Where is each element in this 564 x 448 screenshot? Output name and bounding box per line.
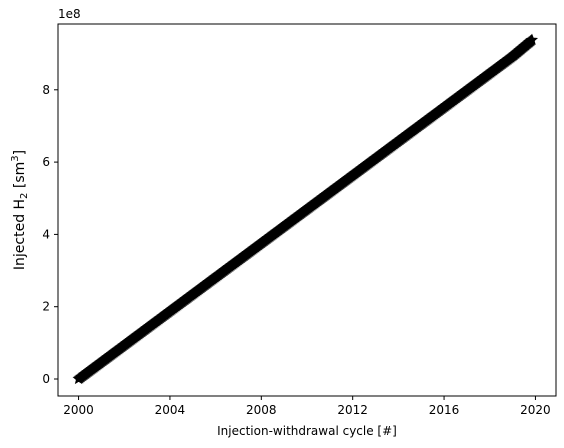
- x-tick-label: 2000: [63, 403, 94, 417]
- x-tick-label: 2004: [155, 403, 186, 417]
- x-tick-label: 2008: [246, 403, 277, 417]
- x-tick-label: 2012: [337, 403, 368, 417]
- y-tick-label: 8: [42, 83, 50, 97]
- y-axis-title-unit-close: ]: [12, 150, 28, 155]
- y-offset-label: 1e8: [58, 7, 81, 21]
- y-axis-title-unit-open: [sm: [12, 162, 28, 193]
- y-axis-title-base: Injected H: [12, 199, 28, 270]
- y-axis-title-subscript: 2: [19, 193, 30, 199]
- x-tick-label: 2016: [429, 403, 460, 417]
- x-axis: 2000 2004 2008 2012 2016 2020: [63, 396, 551, 417]
- x-axis-title: Injection-withdrawal cycle [#]: [217, 424, 397, 438]
- data-series: [72, 33, 539, 385]
- y-tick-label: 6: [42, 155, 50, 169]
- y-axis-title: Injected H2 [sm3]: [10, 150, 30, 270]
- data-point-marker: [525, 33, 539, 46]
- y-axis-title-superscript: 3: [10, 155, 21, 161]
- y-tick-label: 4: [42, 227, 50, 241]
- x-tick-label: 2020: [520, 403, 551, 417]
- plot-frame: [57, 23, 557, 397]
- y-tick-label: 0: [42, 372, 50, 386]
- y-axis: 0 2 4 6 8: [42, 83, 58, 386]
- y-tick-label: 2: [42, 300, 50, 314]
